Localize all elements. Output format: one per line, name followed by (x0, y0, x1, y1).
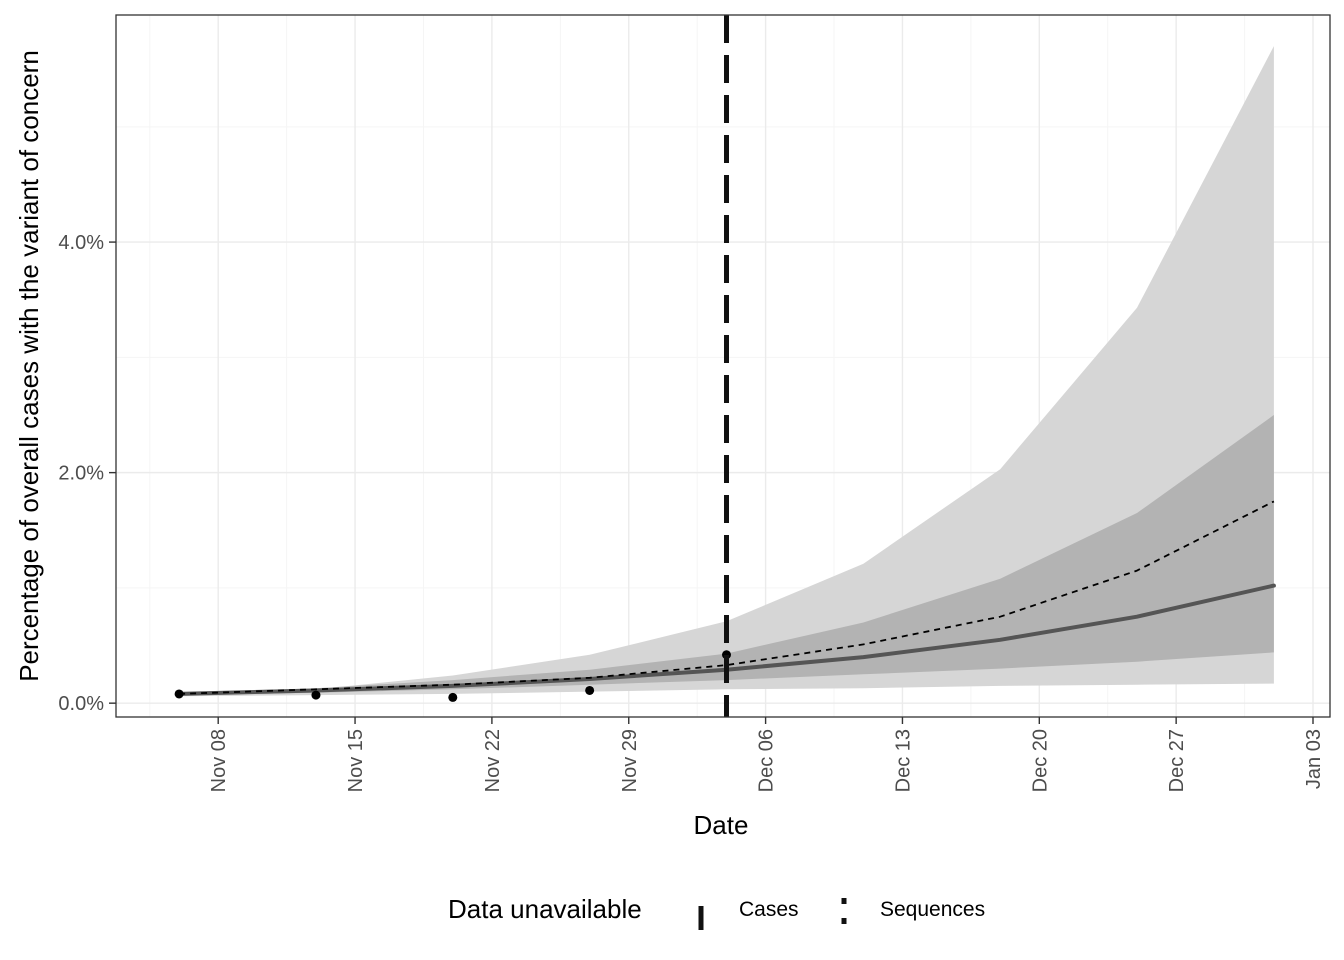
x-tick-label: Jan 03 (1303, 729, 1325, 789)
x-axis: Nov 08 Nov 15 Nov 22 Nov 29 Dec 06 Dec 13 Dec … (208, 717, 1325, 792)
observed-point (174, 689, 184, 699)
outer-uncertainty-band (179, 46, 1274, 697)
legend: Data unavailable Cases Sequences (448, 894, 985, 932)
legend-keys (698, 898, 847, 932)
legend-label-cases: Cases (739, 898, 799, 921)
observed-point (311, 690, 321, 700)
y-tick-label: 4.0% (58, 232, 104, 254)
y-tick-label: 2.0% (58, 463, 104, 485)
x-axis-title: Date (694, 810, 749, 840)
x-tick-label: Dec 06 (756, 729, 778, 792)
legend-label-sequences: Sequences (880, 898, 985, 921)
legend-title: Data unavailable (448, 894, 642, 924)
panel-border (115, 14, 1331, 718)
y-axis-title: Percentage of overall cases with the var… (14, 50, 44, 682)
x-tick-label: Dec 20 (1029, 729, 1051, 792)
y-axis: 0.0% 2.0% 4.0% (58, 232, 116, 715)
x-tick-label: Nov 22 (482, 729, 504, 792)
inner-uncertainty-band (179, 415, 1274, 696)
x-tick-label: Dec 27 (1166, 729, 1188, 792)
x-tick-label: Nov 15 (345, 729, 367, 792)
x-tick-label: Nov 29 (619, 729, 641, 792)
observed-point (448, 692, 458, 702)
x-tick-label: Nov 08 (208, 729, 230, 792)
x-tick-label: Dec 13 (892, 729, 914, 792)
observed-point (585, 685, 595, 695)
uncertainty-bands (179, 46, 1274, 697)
y-tick-label: 0.0% (58, 693, 104, 715)
